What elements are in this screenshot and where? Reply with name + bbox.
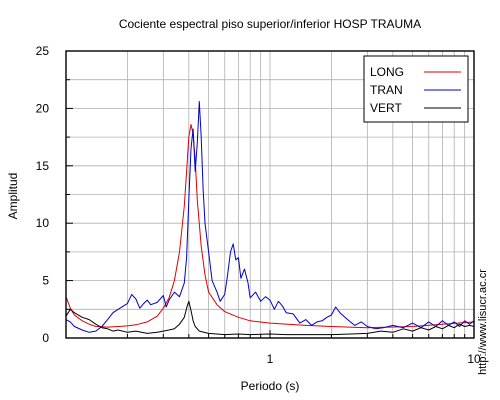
legend: LONG TRAN VERT (363, 55, 469, 123)
axis-ticks: 0 5 10 15 20 25 1 10 (36, 44, 481, 366)
series-lines (65, 101, 475, 336)
y-tick-label: 25 (36, 44, 50, 58)
x-tick-label: 1 (267, 352, 274, 366)
series-line-vert (65, 300, 475, 336)
legend-box (363, 55, 469, 123)
legend-label-vert: VERT (370, 101, 402, 115)
series-line-tran (65, 101, 475, 333)
y-tick-label: 20 (36, 101, 50, 115)
chart-title: Cociente espectral piso superior/inferio… (119, 17, 421, 31)
y-tick-label: 0 (42, 331, 49, 345)
y-tick-label: 15 (36, 159, 50, 173)
y-tick-label: 10 (36, 216, 50, 230)
legend-label-long: LONG (370, 65, 404, 79)
legend-label-tran: TRAN (370, 83, 403, 97)
series-line-long (65, 124, 475, 329)
y-axis-label: Amplitud (6, 173, 20, 220)
website-note: http://www.lisucr.ac.cr (477, 269, 489, 375)
y-tick-label: 5 (42, 274, 49, 288)
x-tick-label: 10 (467, 352, 481, 366)
x-axis-label: Periodo (s) (241, 379, 300, 393)
